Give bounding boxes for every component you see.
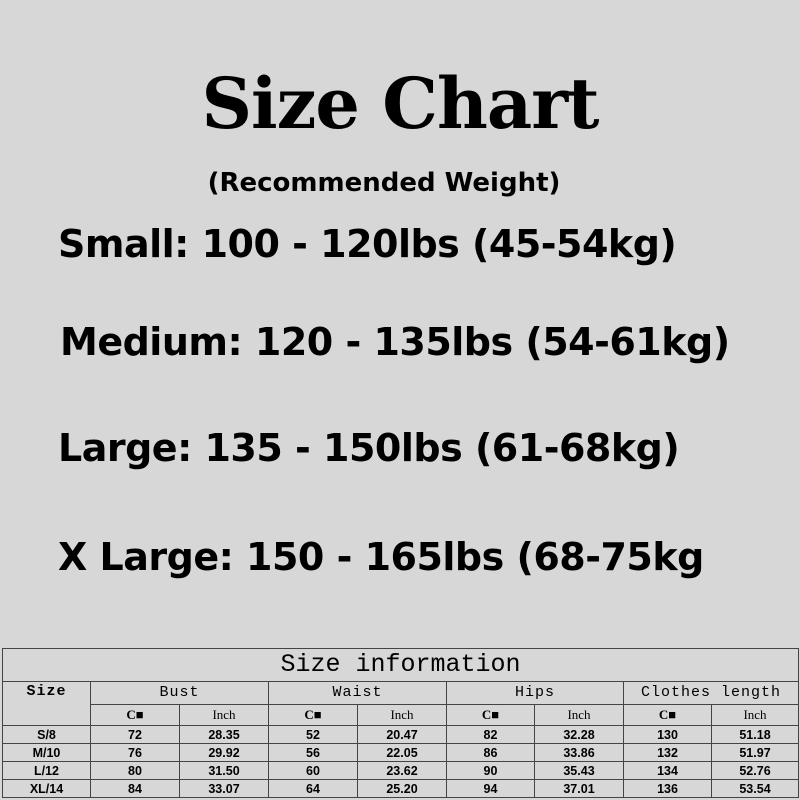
unit-inch: Inch — [357, 704, 447, 726]
unit-cm: C■ — [268, 704, 358, 726]
header-length: Clothes length — [622, 681, 800, 705]
table-cell: 84 — [90, 779, 180, 798]
table-cell: 35.43 — [534, 761, 624, 780]
table-cell: 33.07 — [179, 779, 269, 798]
table-cell: 33.86 — [534, 743, 624, 762]
weight-xlarge: X Large: 150 - 165lbs (68-75kg — [58, 535, 704, 579]
table-cell: 132 — [623, 743, 712, 762]
table-cell: 52 — [268, 725, 358, 744]
table-cell: 51.97 — [710, 743, 800, 762]
table-cell: 29.92 — [179, 743, 269, 762]
unit-cm: C■ — [90, 704, 180, 726]
unit-cm: C■ — [446, 704, 535, 726]
table-row: L/12 80 31.50 60 23.62 90 35.43 134 52.76 — [2, 761, 800, 780]
table-cell: 23.62 — [357, 761, 447, 780]
table-cell: 130 — [623, 725, 712, 744]
table-cell: 90 — [446, 761, 535, 780]
table-cell: 76 — [90, 743, 180, 762]
table-row: XL/14 84 33.07 64 25.20 94 37.01 136 53.54 — [2, 779, 800, 798]
table-cell: 136 — [623, 779, 712, 798]
table-row: S/8 72 28.35 52 20.47 82 32.28 130 51.18 — [2, 725, 800, 744]
table-cell: 22.05 — [357, 743, 447, 762]
table-cell: 25.20 — [357, 779, 447, 798]
size-table: Size information Size Bust Waist Hips Cl… — [1, 648, 800, 798]
weight-large: Large: 135 - 150lbs (61-68kg) — [58, 426, 680, 470]
table-title: Size information — [1, 648, 800, 682]
subtitle: (Recommended Weight) — [207, 168, 561, 198]
size-label: S/8 — [2, 725, 91, 744]
weight-medium: Medium: 120 - 135lbs (54-61kg) — [60, 320, 730, 364]
header-hips: Hips — [446, 681, 624, 705]
unit-inch: Inch — [179, 704, 269, 726]
header-waist: Waist — [268, 681, 447, 705]
table-cell: 28.35 — [179, 725, 269, 744]
table-cell: 37.01 — [534, 779, 624, 798]
unit-inch: Inch — [534, 704, 624, 726]
table-cell: 53.54 — [710, 779, 800, 798]
size-label: XL/14 — [2, 779, 91, 798]
unit-cm: C■ — [623, 704, 712, 726]
header-size: Size — [2, 681, 91, 726]
table-cell: 60 — [268, 761, 358, 780]
weight-small: Small: 100 - 120lbs (45-54kg) — [58, 222, 677, 266]
table-cell: 31.50 — [179, 761, 269, 780]
table-cell: 80 — [90, 761, 180, 780]
size-label: M/10 — [2, 743, 91, 762]
size-label: L/12 — [2, 761, 91, 780]
table-cell: 94 — [446, 779, 535, 798]
unit-inch: Inch — [710, 704, 800, 726]
table-cell: 20.47 — [357, 725, 447, 744]
table-cell: 86 — [446, 743, 535, 762]
table-cell: 56 — [268, 743, 358, 762]
table-cell: 51.18 — [710, 725, 800, 744]
page-title: Size Chart — [201, 62, 600, 145]
table-cell: 72 — [90, 725, 180, 744]
table-row: M/10 76 29.92 56 22.05 86 33.86 132 51.97 — [2, 743, 800, 762]
table-cell: 134 — [623, 761, 712, 780]
table-cell: 64 — [268, 779, 358, 798]
header-bust: Bust — [90, 681, 269, 705]
table-cell: 32.28 — [534, 725, 624, 744]
table-cell: 52.76 — [710, 761, 800, 780]
table-cell: 82 — [446, 725, 535, 744]
